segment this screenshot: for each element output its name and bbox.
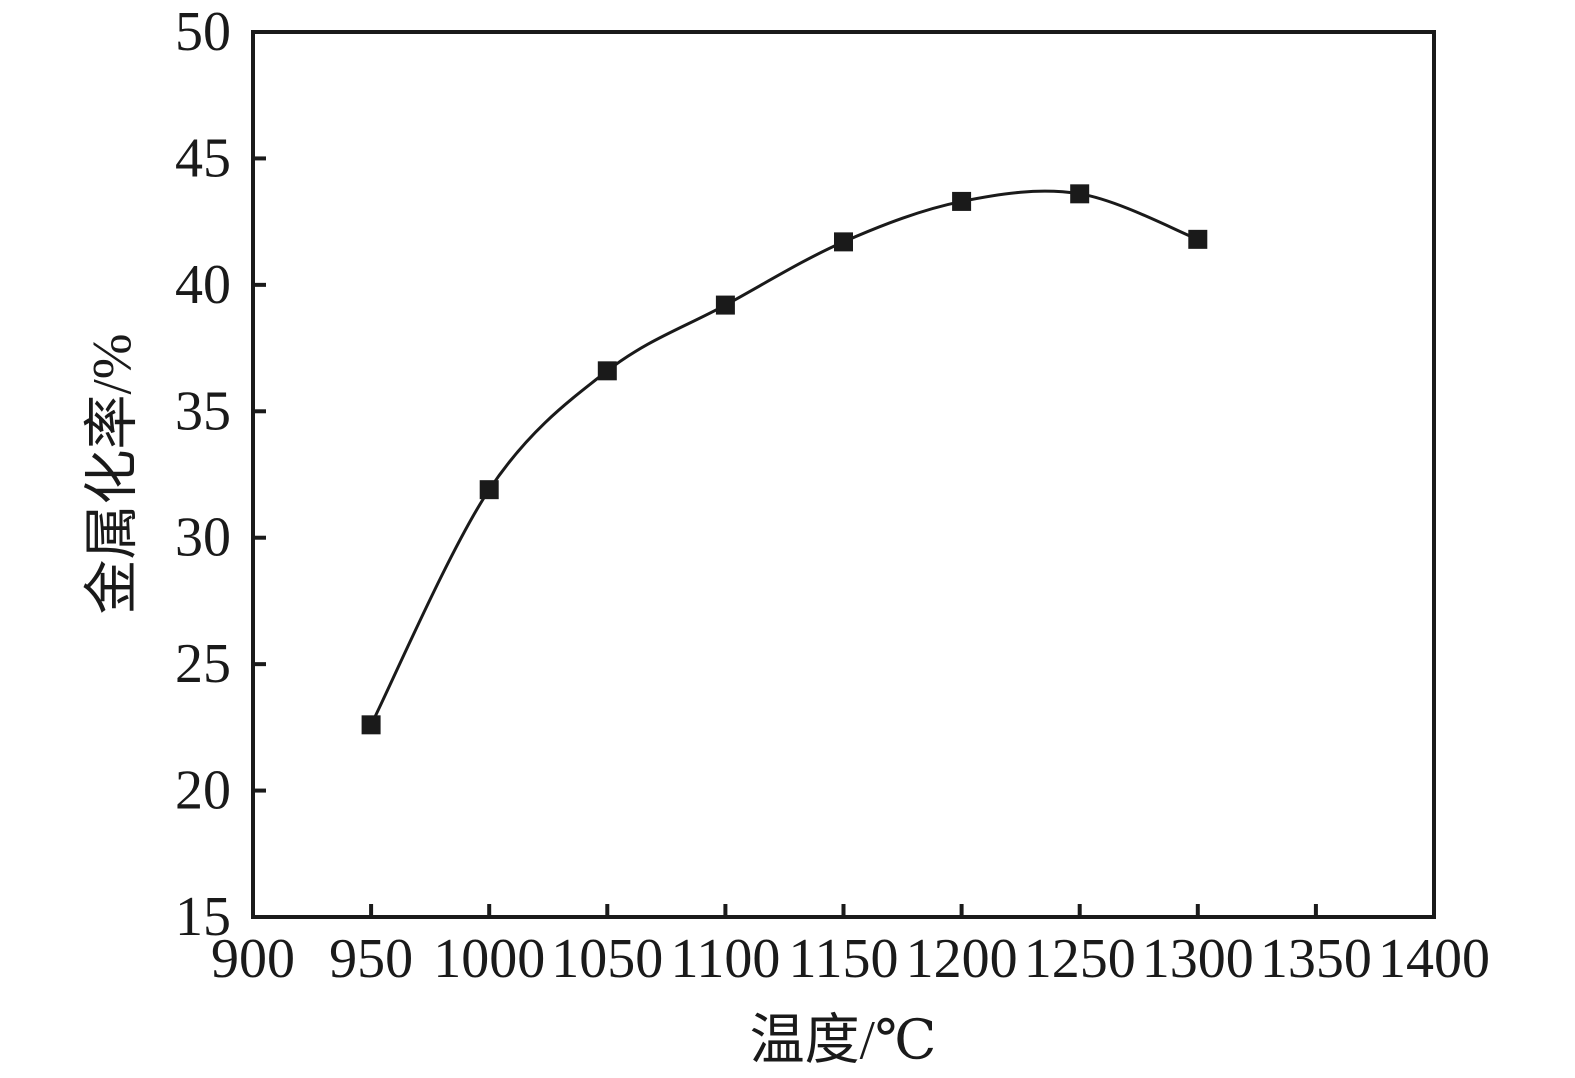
y-tick-label: 25 [175, 633, 231, 695]
x-tick-label: 1400 [1378, 928, 1490, 990]
x-tick-label: 1350 [1260, 928, 1372, 990]
data-point-marker [715, 295, 735, 315]
data-point-marker [952, 191, 972, 211]
y-tick-label: 35 [175, 380, 231, 442]
y-tick-label: 40 [175, 254, 231, 316]
data-point-marker [361, 715, 381, 735]
y-tick-label: 15 [175, 886, 231, 948]
data-point-marker [834, 232, 853, 252]
data-curve [369, 189, 1199, 726]
x-tick-label: 1000 [433, 928, 545, 990]
y-axis-title: 金属化率/% [82, 333, 143, 614]
y-tick-label: 20 [175, 760, 231, 822]
x-tick-label: 1300 [1142, 928, 1254, 990]
y-tick-label: 30 [175, 507, 231, 569]
x-tick-label: 1050 [551, 928, 663, 990]
x-tick-label: 950 [329, 928, 413, 990]
data-point-marker [479, 480, 499, 500]
x-tick-label: 1100 [670, 928, 780, 990]
x-tick-label: 1200 [906, 928, 1018, 990]
data-point-marker [597, 361, 617, 381]
x-tick-label: 1150 [789, 928, 899, 990]
x-tick-label: 1250 [1024, 928, 1136, 990]
x-tick-label: 900 [211, 928, 295, 990]
x-axis-title: 温度/℃ [750, 1010, 937, 1071]
y-tick-label: 50 [175, 1, 231, 63]
y-tick-label: 45 [175, 127, 231, 189]
plot-border [251, 30, 1436, 919]
data-point-marker [1070, 184, 1090, 204]
data-point-marker [1188, 229, 1208, 249]
